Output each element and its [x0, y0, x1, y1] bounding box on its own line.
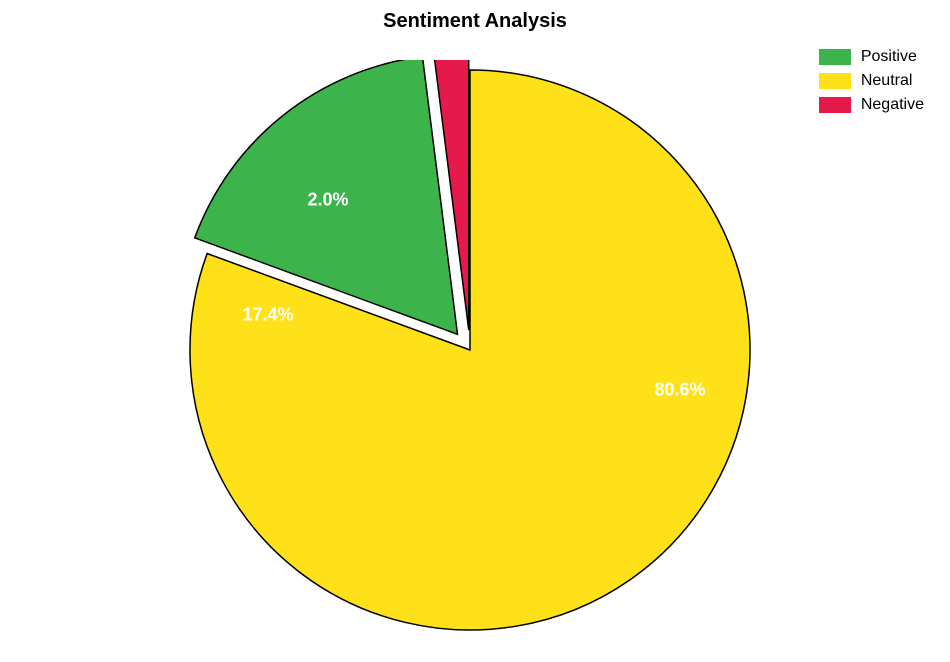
legend-swatch-positive — [819, 49, 851, 65]
legend-swatch-neutral — [819, 73, 851, 89]
legend-item-neutral: Neutral — [819, 72, 924, 90]
pie-chart: 80.6% 17.4% 2.0% — [180, 60, 760, 640]
legend: Positive Neutral Negative — [819, 48, 924, 120]
legend-item-negative: Negative — [819, 96, 924, 114]
slice-label-negative: 2.0% — [307, 190, 348, 211]
legend-item-positive: Positive — [819, 48, 924, 66]
legend-swatch-negative — [819, 97, 851, 113]
slice-label-neutral: 80.6% — [654, 380, 705, 401]
legend-label: Neutral — [861, 72, 913, 90]
legend-label: Positive — [861, 48, 917, 66]
legend-label: Negative — [861, 96, 924, 114]
slice-label-positive: 17.4% — [242, 305, 293, 326]
chart-title: Sentiment Analysis — [0, 10, 950, 33]
